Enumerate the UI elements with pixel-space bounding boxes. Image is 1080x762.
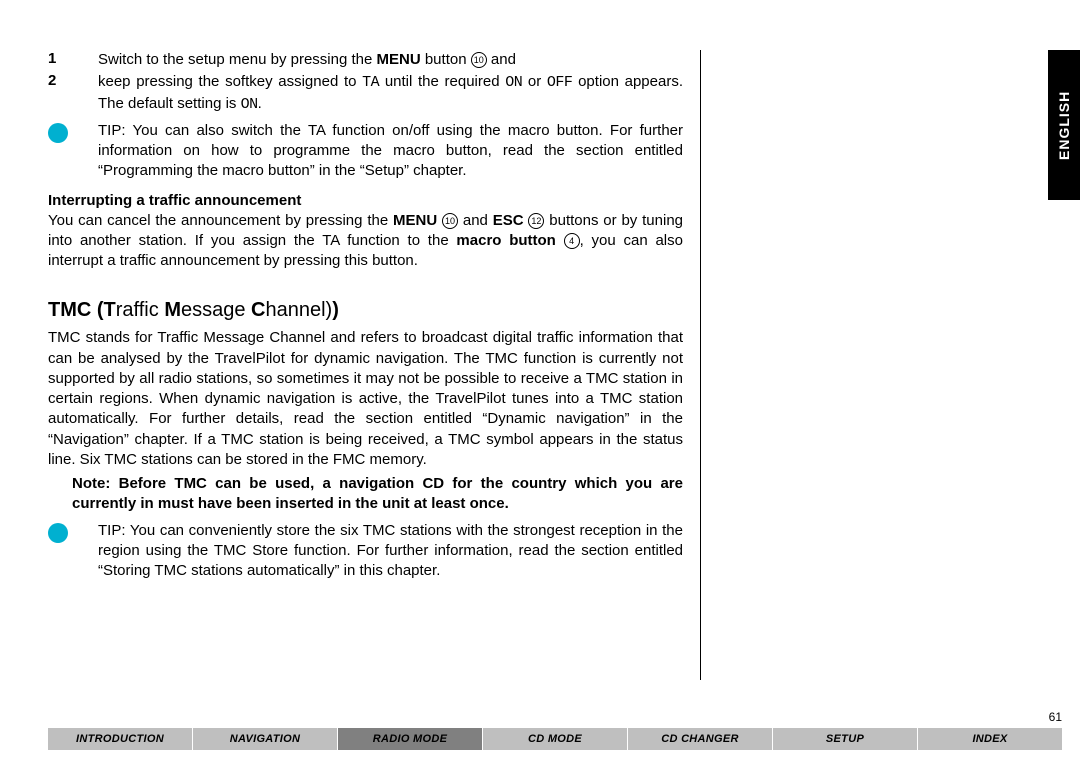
text: C <box>251 299 265 321</box>
button-ref-4: 4 <box>564 233 580 249</box>
text: hannel) <box>266 299 333 321</box>
tab-cd-changer[interactable]: CD CHANGER <box>627 728 772 750</box>
text: Switch to the setup menu by pressing the <box>98 51 377 68</box>
vertical-divider <box>700 50 701 680</box>
menu-label: MENU <box>377 51 421 68</box>
tip-text: TIP: You can conveniently store the six … <box>98 521 683 582</box>
tip-text: TIP: You can also switch the TA function… <box>98 121 683 182</box>
text: raffic <box>116 299 165 321</box>
tip-bullet <box>48 521 98 582</box>
softkey-ta: TA <box>362 74 379 91</box>
step-number: 2 <box>48 72 98 115</box>
step-1: 1 Switch to the setup menu by pressing t… <box>48 50 683 70</box>
text: essage <box>181 299 251 321</box>
content-column: 1 Switch to the setup menu by pressing t… <box>48 50 683 591</box>
button-ref-12: 12 <box>528 213 544 229</box>
text: or <box>522 73 547 90</box>
subheading-interrupting: Interrupting a traffic announcement <box>48 192 683 209</box>
text: . <box>258 95 262 112</box>
text: T <box>104 299 116 321</box>
tab-navigation[interactable]: NAVIGATION <box>192 728 337 750</box>
tip-dot-icon <box>48 523 68 543</box>
step-text: keep pressing the softkey assigned to TA… <box>98 72 683 115</box>
macro-button-label: macro button <box>456 232 555 249</box>
text: until the required <box>379 73 505 90</box>
tab-index[interactable]: INDEX <box>917 728 1062 750</box>
tab-radio-mode[interactable]: RADIO MODE <box>337 728 482 750</box>
page-number: 61 <box>1049 710 1062 724</box>
text: and <box>458 212 493 229</box>
tip-bullet <box>48 121 98 182</box>
step-number: 1 <box>48 50 98 70</box>
text: TMC ( <box>48 299 104 321</box>
footer-tabs: INTRODUCTION NAVIGATION RADIO MODE CD MO… <box>48 728 1062 750</box>
text: keep pressing the softkey assigned to <box>98 73 362 90</box>
button-ref-10: 10 <box>471 52 487 68</box>
option-off: OFF <box>547 74 573 91</box>
esc-label: ESC <box>493 212 524 229</box>
option-on: ON <box>241 96 258 113</box>
language-tab-english: ENGLISH <box>1048 50 1080 200</box>
step-text: Switch to the setup menu by pressing the… <box>98 50 683 70</box>
tip-2: TIP: You can conveniently store the six … <box>48 521 683 582</box>
interrupt-paragraph: You can cancel the announcement by press… <box>48 211 683 272</box>
text: M <box>164 299 181 321</box>
text: You can cancel the announcement by press… <box>48 212 393 229</box>
heading-tmc: TMC (Traffic Message Channel)) <box>48 299 683 322</box>
tab-cd-mode[interactable]: CD MODE <box>482 728 627 750</box>
footer: 61 INTRODUCTION NAVIGATION RADIO MODE CD… <box>48 728 1062 750</box>
tab-setup[interactable]: SETUP <box>772 728 917 750</box>
text: button <box>421 51 471 68</box>
step-2: 2 keep pressing the softkey assigned to … <box>48 72 683 115</box>
option-on: ON <box>505 74 522 91</box>
tmc-note: Note: Before TMC can be used, a navigati… <box>48 474 683 515</box>
tmc-paragraph: TMC stands for Traffic Message Channel a… <box>48 328 683 470</box>
tip-dot-icon <box>48 123 68 143</box>
menu-label: MENU <box>393 212 437 229</box>
button-ref-10: 10 <box>442 213 458 229</box>
tab-introduction[interactable]: INTRODUCTION <box>48 728 192 750</box>
tip-1: TIP: You can also switch the TA function… <box>48 121 683 182</box>
text: and <box>487 51 516 68</box>
